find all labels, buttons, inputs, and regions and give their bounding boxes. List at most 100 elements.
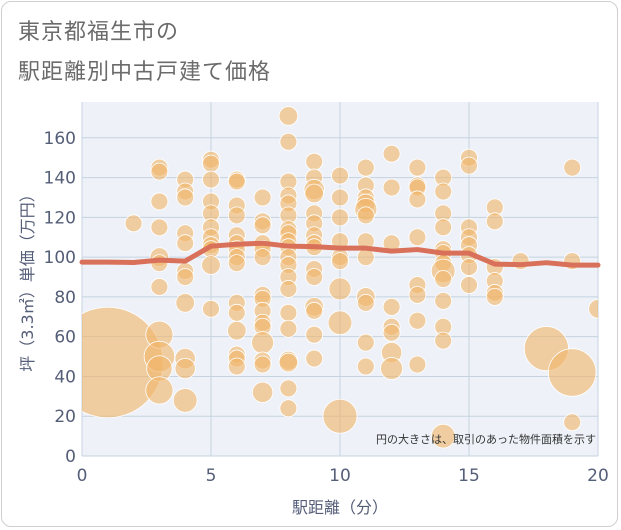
x-tick-label: 10: [329, 466, 351, 486]
bubble-point[interactable]: [331, 188, 349, 207]
bubble-point[interactable]: [408, 286, 427, 304]
bubble-point[interactable]: [279, 132, 298, 151]
bubble-point[interactable]: [304, 183, 324, 204]
bubble-point[interactable]: [176, 268, 195, 286]
bubble-point[interactable]: [382, 297, 401, 316]
bubble-point[interactable]: [331, 252, 349, 271]
bubble-point[interactable]: [460, 276, 478, 294]
bubble-point[interactable]: [460, 258, 478, 276]
bubble-point[interactable]: [485, 287, 504, 306]
y-tick-label: 120: [44, 208, 76, 228]
trend-line: [79, 240, 601, 268]
bubble-point[interactable]: [253, 188, 272, 207]
bubble-point[interactable]: [253, 355, 272, 374]
bubble-point[interactable]: [253, 248, 272, 267]
bubble-point[interactable]: [588, 299, 608, 319]
bubble-point[interactable]: [150, 218, 169, 237]
bubble-point[interactable]: [328, 277, 352, 301]
bubble-point[interactable]: [430, 423, 456, 449]
bubble-point[interactable]: [279, 379, 298, 398]
bubble-point[interactable]: [408, 228, 427, 247]
bubble-point[interactable]: [327, 310, 353, 336]
bubble-point[interactable]: [305, 152, 324, 171]
bubble-point[interactable]: [305, 325, 324, 344]
bubble-point[interactable]: [548, 348, 597, 397]
y-axis-ticks: 0 20 40 60 80 100 120 140 160: [44, 129, 76, 467]
bubble-point[interactable]: [279, 319, 298, 338]
bubble-point[interactable]: [202, 154, 220, 173]
bubble-point[interactable]: [322, 398, 358, 434]
bubble-point[interactable]: [460, 156, 478, 175]
bubble-point[interactable]: [174, 357, 196, 380]
bubble-point[interactable]: [150, 162, 169, 181]
bubble-point[interactable]: [485, 212, 504, 231]
bubble-point[interactable]: [434, 331, 453, 350]
bubble-point[interactable]: [227, 303, 246, 322]
bubble-point[interactable]: [202, 170, 220, 189]
bubble-point[interactable]: [253, 216, 272, 235]
bubble-point[interactable]: [305, 301, 324, 320]
bubble-point[interactable]: [331, 208, 349, 227]
bubble-point[interactable]: [356, 293, 375, 312]
bubble-point[interactable]: [382, 178, 401, 197]
bubble-point[interactable]: [201, 255, 221, 275]
bubble-point[interactable]: [356, 206, 375, 225]
bubble-point[interactable]: [251, 331, 275, 355]
bubble-point[interactable]: [172, 388, 198, 413]
bubble-point[interactable]: [434, 291, 453, 310]
bubble-point[interactable]: [202, 299, 220, 318]
bubble-point[interactable]: [408, 190, 427, 209]
bubble-point[interactable]: [279, 280, 298, 298]
bubble-point[interactable]: [124, 214, 143, 233]
x-tick-label: 5: [206, 466, 217, 486]
y-tick-label: 80: [54, 288, 76, 308]
bubble-point[interactable]: [176, 188, 195, 207]
bubble-point[interactable]: [150, 278, 169, 296]
bubble-point[interactable]: [278, 352, 299, 373]
bubble-layer: [82, 106, 608, 449]
x-tick-label: 15: [458, 466, 480, 486]
bubble-point[interactable]: [305, 349, 324, 368]
bubble-point[interactable]: [434, 270, 453, 288]
bubble-point[interactable]: [382, 323, 401, 342]
bubble-point[interactable]: [356, 357, 375, 376]
bubble-point[interactable]: [408, 158, 427, 177]
y-tick-label: 0: [65, 447, 76, 467]
bubble-point[interactable]: [563, 158, 582, 177]
bubble-point[interactable]: [227, 172, 246, 191]
bubble-point[interactable]: [279, 399, 298, 418]
x-axis-label: 駅距離（分）: [292, 498, 388, 517]
bubble-point[interactable]: [356, 158, 375, 177]
bubble-point[interactable]: [176, 234, 195, 253]
bubble-point[interactable]: [408, 311, 427, 330]
bubble-point[interactable]: [278, 106, 299, 126]
chart-title-line2: 駅距離別中古戸建て価格: [18, 60, 272, 85]
bubble-point[interactable]: [408, 355, 427, 374]
bubble-point[interactable]: [305, 268, 324, 286]
bubble-point[interactable]: [145, 376, 174, 405]
bubble-point[interactable]: [380, 357, 404, 380]
bubble-point[interactable]: [252, 381, 274, 403]
x-axis-ticks: 0 5 10 15 20: [77, 466, 609, 486]
bubble-point[interactable]: [227, 320, 247, 341]
chart-title-line1: 東京都福生市の: [18, 20, 180, 45]
bubble-point[interactable]: [227, 206, 246, 225]
bubble-point[interactable]: [382, 144, 401, 163]
bubble-point[interactable]: [227, 357, 246, 376]
bubble-point[interactable]: [175, 293, 195, 313]
bubble-point[interactable]: [150, 192, 169, 211]
y-axis-label: 坪（3.3㎡）単価（万円）: [18, 186, 37, 371]
bubble-size-note: 円の大きさは、取引のあった物件面積を示す: [376, 432, 596, 446]
y-tick-label: 40: [54, 367, 76, 387]
bubble-point[interactable]: [279, 303, 298, 322]
y-tick-label: 140: [44, 169, 76, 189]
bubble-point[interactable]: [434, 218, 453, 237]
bubble-point[interactable]: [434, 182, 453, 201]
bubble-point[interactable]: [356, 333, 375, 352]
bubble-point[interactable]: [227, 254, 246, 272]
bubble-point[interactable]: [563, 413, 582, 432]
x-tick-label: 20: [587, 466, 609, 486]
y-tick-label: 160: [44, 129, 76, 149]
bubble-point[interactable]: [331, 166, 349, 185]
